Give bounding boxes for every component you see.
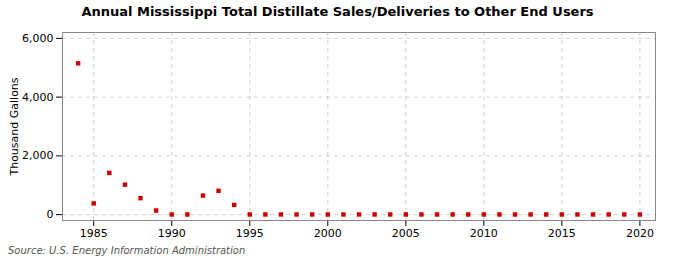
svg-text:2015: 2015	[548, 227, 576, 240]
svg-text:2,000: 2,000	[22, 149, 54, 162]
svg-text:2020: 2020	[626, 227, 654, 240]
svg-text:2000: 2000	[314, 227, 342, 240]
html-text:Annual Mississippi Total Disti: Annual Mississippi Total Distillate Sale…	[81, 4, 594, 19]
svg-text:1985: 1985	[80, 227, 108, 240]
svg-text:Thousand Gallons: Thousand Gallons	[8, 77, 21, 176]
svg-text:0: 0	[47, 208, 54, 221]
svg-text:1990: 1990	[158, 227, 186, 240]
html-text:Source: U.S. Energy Informatio: Source: U.S. Energy Information Administ…	[8, 245, 246, 256]
svg-text:4,000: 4,000	[22, 91, 54, 104]
svg-text:1995: 1995	[236, 227, 264, 240]
svg-text:2005: 2005	[392, 227, 420, 240]
svg-text:2010: 2010	[470, 227, 498, 240]
svg-text:6,000: 6,000	[22, 32, 54, 45]
